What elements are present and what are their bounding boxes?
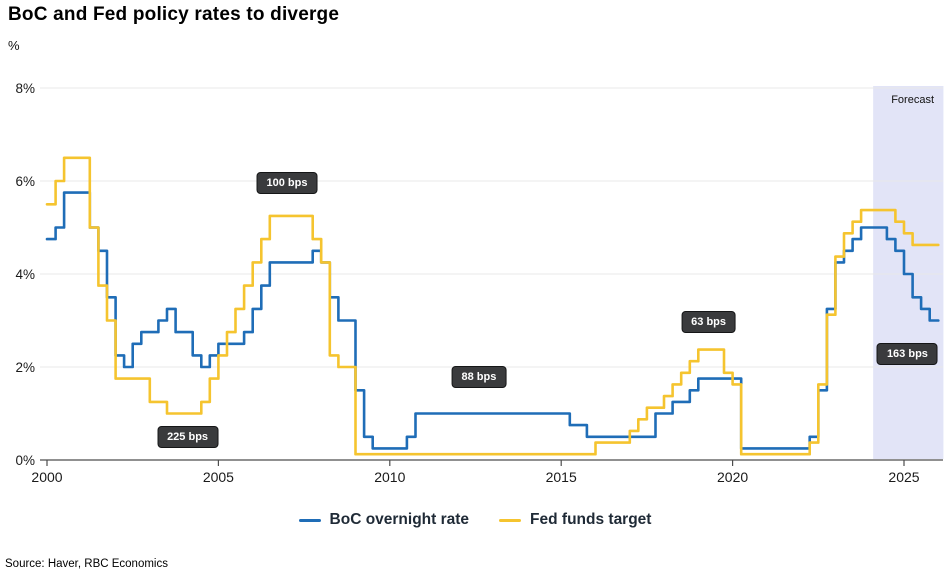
chart-area: 0% 2% 4% 6% 8% 2000 2005 2010 2015 2020 2025 225 b… — [15, 81, 944, 485]
chart-svg: 0% 2% 4% 6% 8% 2000 2005 2010 2015 2020 2025 — [15, 81, 944, 485]
forecast-band — [873, 86, 944, 459]
legend-item-fed: Fed funds target — [499, 511, 651, 529]
legend: BoC overnight rate Fed funds target — [0, 511, 950, 529]
x-axis-tick-label: 2020 — [717, 469, 748, 485]
y-axis-tick-label: 0% — [15, 453, 35, 468]
y-axis-tick-label: 8% — [15, 81, 35, 96]
legend-label-boc: BoC overnight rate — [329, 511, 470, 528]
y-axis-unit-label: % — [8, 38, 20, 53]
x-axis-tick-label: 2015 — [546, 469, 577, 485]
y-axis-tick-label: 4% — [15, 267, 35, 282]
series-line-boc — [45, 191, 940, 450]
source-note: Source: Haver, RBC Economics — [5, 558, 168, 570]
series-line-fed — [45, 156, 940, 456]
fed-line-swatch — [499, 518, 522, 522]
legend-label-fed: Fed funds target — [530, 511, 652, 528]
boc-line-swatch — [298, 518, 321, 522]
legend-item-boc: BoC overnight rate — [298, 511, 470, 529]
y-axis-tick-label: 6% — [15, 174, 35, 189]
x-axis-tick-label: 2000 — [31, 469, 62, 485]
x-axis-tick-label: 2025 — [888, 469, 919, 485]
y-axis-tick-label: 2% — [15, 360, 35, 375]
x-axis-tick-label: 2010 — [374, 469, 405, 485]
forecast-label: Forecast — [891, 94, 934, 106]
x-axis-tick-label: 2005 — [203, 469, 234, 485]
chart-title: BoC and Fed policy rates to diverge — [8, 4, 340, 25]
